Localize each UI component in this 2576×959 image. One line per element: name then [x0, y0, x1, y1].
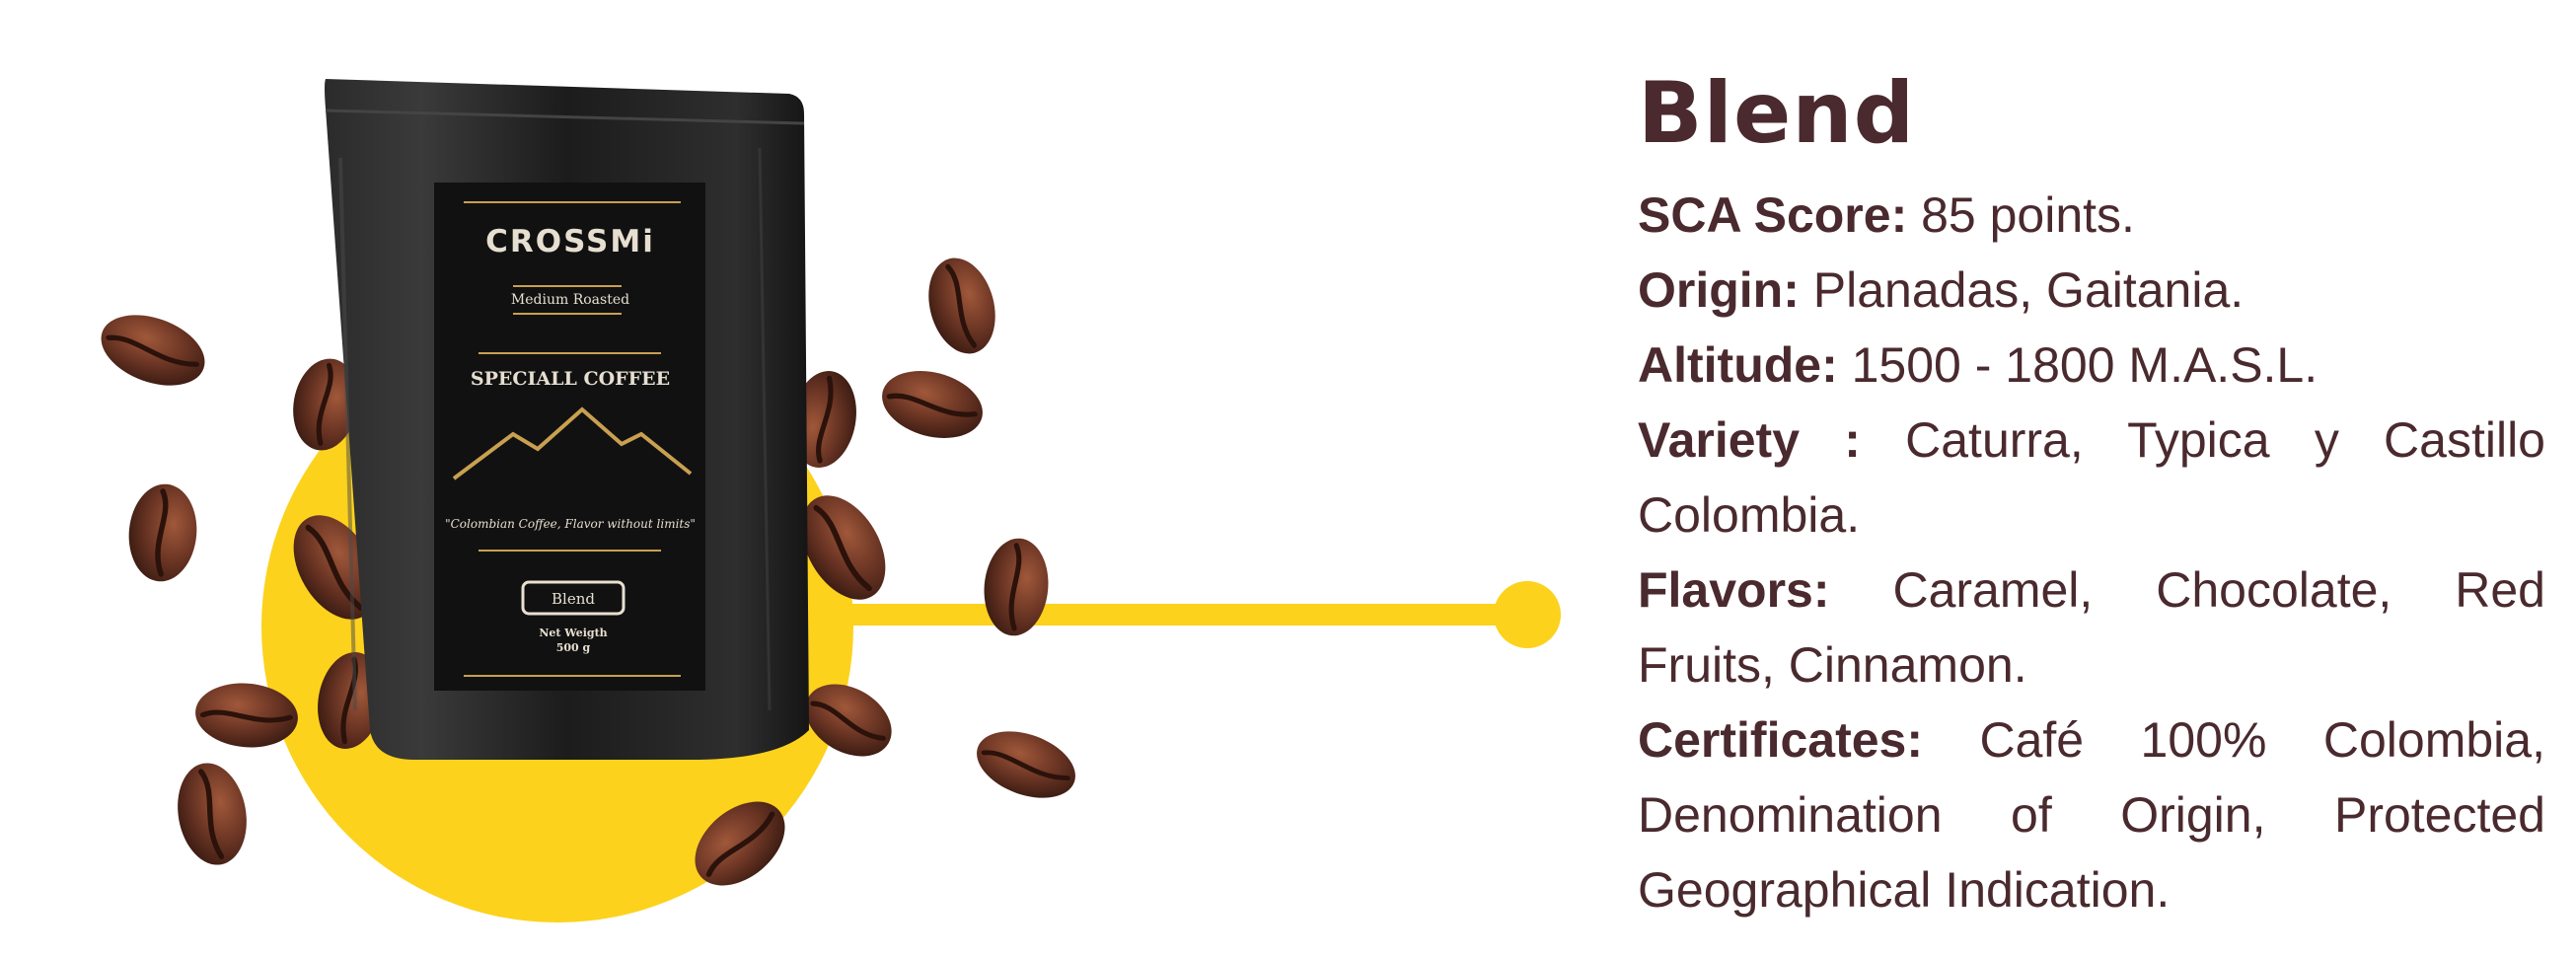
spec-label: Certificates: [1638, 712, 1923, 768]
bag-net-weight-value: 500 g [556, 641, 591, 654]
connector-dot [1494, 581, 1561, 648]
spec-value: 85 points. [1907, 187, 2135, 243]
spec-value: 1500 - 1800 M.A.S.L. [1838, 337, 2318, 393]
spec-value: Planadas, Gaitania. [1800, 262, 2244, 318]
bag-net-weight-label: Net Weigth [539, 627, 607, 639]
coffee-bean-icon [170, 758, 254, 870]
bag-headline: SPECIALL COFFEE [471, 368, 670, 390]
spec-certificates: Certificates: Café 100% Colombia, Denomi… [1638, 702, 2545, 927]
spec-label: SCA Score: [1638, 187, 1907, 243]
product-illustration-svg: CROSSMi Medium Roasted SPECIALL COFFEE "… [0, 0, 1598, 959]
coffee-bean-icon [92, 302, 215, 399]
bag-tagline: "Colombian Coffee, Flavor without limits… [445, 517, 696, 531]
spec-variety: Variety : Caturra, Typica y Castillo Col… [1638, 403, 2545, 553]
coffee-bean-icon [874, 360, 990, 448]
bag-brand: CROSSMi [485, 224, 655, 259]
product-title: Blend [1638, 59, 2545, 168]
spec-flavors: Flavors: Caramel, Chocolate, Red Fruits,… [1638, 553, 2545, 702]
bag-variant: Blend [552, 590, 595, 608]
coffee-bean-icon [968, 719, 1085, 811]
spec-sca-score: SCA Score: 85 points. [1638, 178, 2545, 253]
spec-label: Origin: [1638, 262, 1800, 318]
spec-label: Flavors: [1638, 562, 1830, 618]
product-details: Blend SCA Score: 85 points. Origin: Plan… [1638, 59, 2545, 927]
coffee-bag: CROSSMi Medium Roasted SPECIALL COFFEE "… [325, 79, 809, 760]
bag-roast: Medium Roasted [511, 292, 629, 308]
spec-label: Variety : [1638, 412, 1861, 468]
product-illustration: CROSSMi Medium Roasted SPECIALL COFFEE "… [0, 0, 1598, 959]
spec-altitude: Altitude: 1500 - 1800 M.A.S.L. [1638, 328, 2545, 403]
coffee-bean-icon [125, 481, 201, 584]
spec-label: Altitude: [1638, 337, 1838, 393]
spec-origin: Origin: Planadas, Gaitania. [1638, 253, 2545, 328]
coffee-bean-icon [919, 251, 1005, 361]
